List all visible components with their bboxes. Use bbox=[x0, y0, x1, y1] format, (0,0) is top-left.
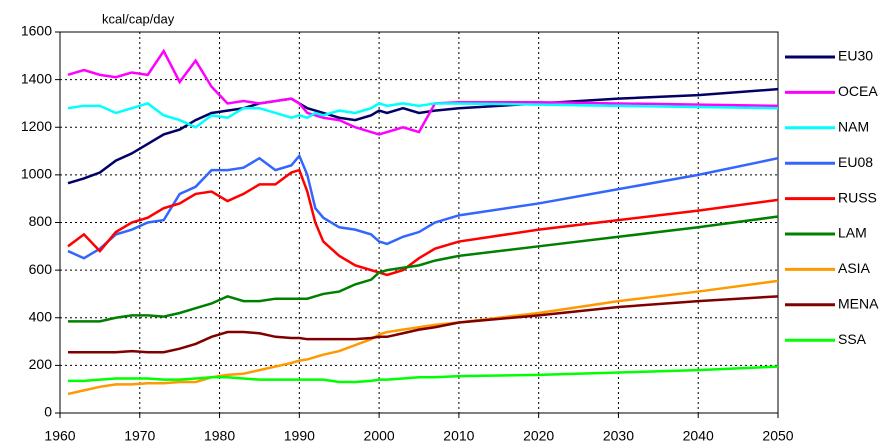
unit-label: kcal/cap/day bbox=[102, 11, 175, 26]
series-line bbox=[67, 215, 779, 323]
series-line bbox=[67, 102, 779, 129]
legend-label: MENA bbox=[838, 296, 879, 312]
legend-label: OCEA bbox=[838, 83, 878, 99]
y-tick-label: 1400 bbox=[21, 70, 52, 86]
y-tick-label: 1600 bbox=[21, 23, 52, 39]
x-tick-label: 2020 bbox=[523, 428, 554, 444]
x-tick-label: 2040 bbox=[683, 428, 714, 444]
x-tick-label: 1980 bbox=[204, 428, 235, 444]
x-tick-label: 2050 bbox=[762, 428, 793, 444]
series-line bbox=[67, 279, 779, 396]
y-tick-label: 1000 bbox=[21, 166, 52, 182]
x-tick-label: 1970 bbox=[124, 428, 155, 444]
series-line bbox=[67, 168, 779, 277]
y-tick-label: 1200 bbox=[21, 118, 52, 134]
y-tick-label: 800 bbox=[29, 213, 53, 229]
x-tick-label: 2000 bbox=[364, 428, 395, 444]
legend-label: NAM bbox=[838, 119, 869, 135]
x-tick-label: 1960 bbox=[44, 428, 75, 444]
x-tick-label: 1990 bbox=[284, 428, 315, 444]
legend-label: SSA bbox=[838, 331, 867, 347]
series-line bbox=[67, 295, 779, 354]
y-tick-label: 400 bbox=[29, 308, 53, 324]
legend-label: EU08 bbox=[838, 154, 873, 170]
legend-label: ASIA bbox=[838, 260, 871, 276]
y-tick-label: 200 bbox=[29, 356, 53, 372]
x-tick-label: 2030 bbox=[603, 428, 634, 444]
legend-label: LAM bbox=[838, 225, 867, 241]
y-tick-label: 0 bbox=[44, 404, 52, 420]
plot-border bbox=[59, 31, 779, 414]
x-tick-label: 2010 bbox=[443, 428, 474, 444]
legend-label: EU30 bbox=[838, 48, 873, 64]
series-line bbox=[67, 87, 779, 185]
legend-label: RUSS bbox=[838, 189, 877, 205]
series-line bbox=[67, 365, 779, 384]
series-line bbox=[67, 153, 779, 260]
series-line bbox=[67, 48, 779, 136]
y-tick-label: 600 bbox=[29, 261, 53, 277]
